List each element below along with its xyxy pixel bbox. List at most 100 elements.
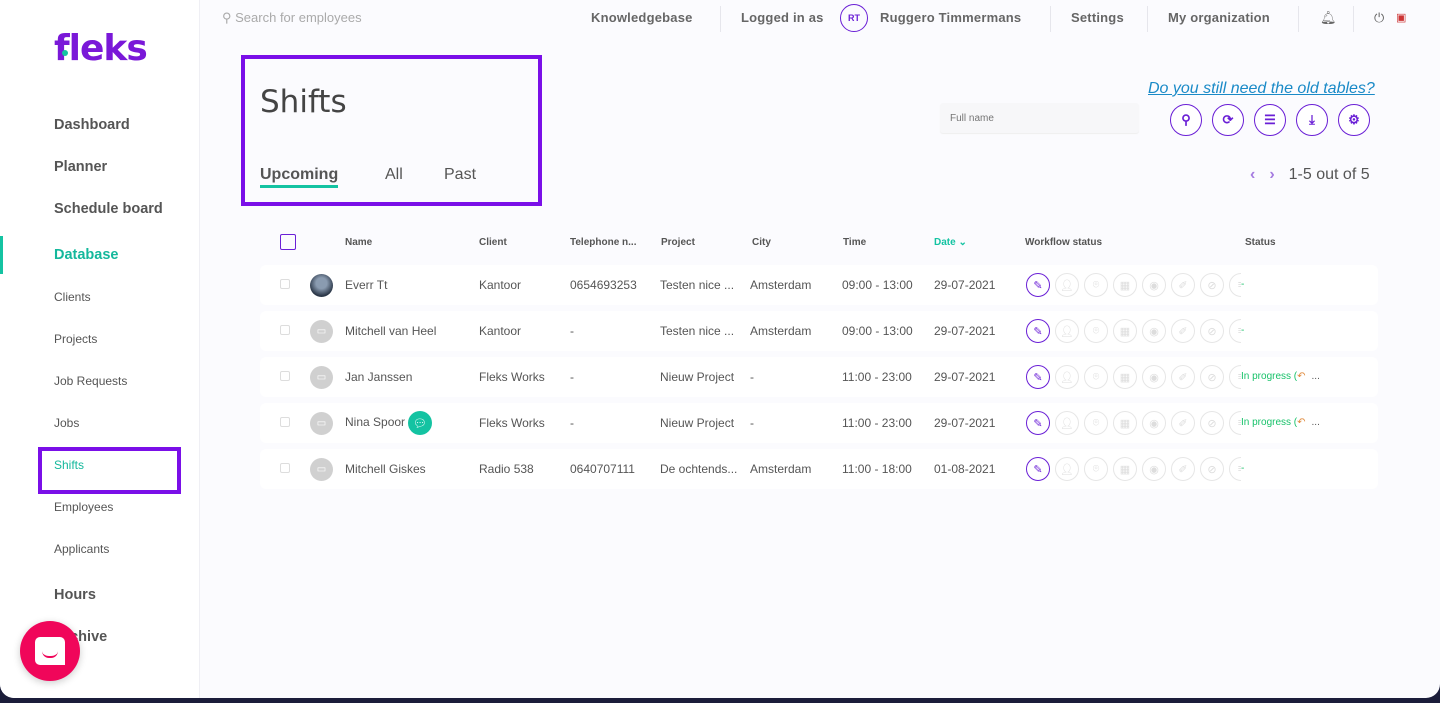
location-icon[interactable]: ⌾ bbox=[1084, 411, 1108, 435]
sidebar-item-job-requests[interactable]: Job Requests bbox=[54, 374, 128, 388]
note-icon[interactable]: ✐ bbox=[1171, 273, 1195, 297]
tab-past[interactable]: Past bbox=[444, 166, 477, 183]
column-header[interactable]: Name bbox=[345, 237, 373, 248]
row-checkbox[interactable] bbox=[280, 463, 290, 473]
sidebar-item-applicants[interactable]: Applicants bbox=[54, 542, 110, 556]
camera-icon[interactable]: ◉ bbox=[1142, 273, 1166, 297]
camera-icon[interactable]: ◉ bbox=[1142, 319, 1166, 343]
employee-search[interactable]: ⚲ Search for employees bbox=[222, 10, 362, 25]
user-clock-icon[interactable]: 👤︎ bbox=[1055, 365, 1079, 389]
row-checkbox[interactable] bbox=[280, 279, 290, 289]
qr-icon[interactable]: ▦ bbox=[1113, 457, 1137, 481]
note-icon[interactable]: ✐ bbox=[1171, 411, 1195, 435]
user-clock-icon[interactable]: 👤︎ bbox=[1055, 273, 1079, 297]
list-icon[interactable]: ≡ bbox=[1229, 411, 1241, 435]
bell-icon[interactable]: 🔔︎ bbox=[1320, 10, 1337, 25]
table-row[interactable]: ▭ Mitchell van Heel Kantoor - Testen nic… bbox=[260, 311, 1378, 351]
list-icon[interactable]: ≡ bbox=[1229, 273, 1241, 297]
user-clock-icon[interactable]: 👤︎ bbox=[1055, 457, 1079, 481]
name-cell[interactable]: Mitchell Giskes bbox=[345, 462, 426, 476]
location-icon[interactable]: ⌾ bbox=[1084, 457, 1108, 481]
user-slash-icon[interactable]: ⊘ bbox=[1200, 411, 1224, 435]
name-cell[interactable]: Jan Janssen bbox=[345, 370, 412, 384]
column-header[interactable]: Time bbox=[843, 237, 867, 248]
status-more[interactable]: ... bbox=[1311, 417, 1320, 428]
qr-icon[interactable]: ▦ bbox=[1113, 273, 1137, 297]
edit-icon[interactable]: ✎ bbox=[1026, 319, 1050, 343]
name-cell[interactable]: Everr Tt bbox=[345, 278, 387, 292]
column-header[interactable]: Client bbox=[479, 237, 507, 248]
qr-icon[interactable]: ▦ bbox=[1113, 319, 1137, 343]
user-clock-icon[interactable]: 👤︎ bbox=[1055, 319, 1079, 343]
camera-icon[interactable]: ◉ bbox=[1142, 457, 1166, 481]
sidebar-item-shifts[interactable]: Shifts bbox=[54, 458, 85, 472]
refresh-icon[interactable]: ⟳ bbox=[1212, 104, 1244, 136]
user-name[interactable]: Ruggero Timmermans bbox=[880, 10, 1022, 25]
list-icon[interactable]: ≡ bbox=[1229, 457, 1241, 481]
sidebar-item-planner[interactable]: Planner bbox=[54, 159, 108, 175]
name-cell[interactable]: Nina Spoor 💬︎ bbox=[345, 411, 433, 435]
name-cell[interactable]: Mitchell van Heel bbox=[345, 324, 436, 338]
column-header[interactable]: Workflow status bbox=[1025, 237, 1103, 248]
avatar[interactable]: RT bbox=[840, 4, 868, 32]
column-header[interactable]: City bbox=[752, 237, 771, 248]
edit-icon[interactable]: ✎ bbox=[1026, 273, 1050, 297]
table-row[interactable]: Everr Tt Kantoor 0654693253 Testen nice … bbox=[260, 265, 1378, 305]
user-slash-icon[interactable]: ⊘ bbox=[1200, 457, 1224, 481]
sidebar-item-jobs[interactable]: Jobs bbox=[54, 416, 80, 430]
sidebar-item-employees[interactable]: Employees bbox=[54, 500, 114, 514]
chat-widget-button[interactable] bbox=[20, 621, 80, 681]
search-icon[interactable]: ⚲ bbox=[1170, 104, 1202, 136]
note-icon[interactable]: ✐ bbox=[1171, 319, 1195, 343]
user-clock-icon[interactable]: 👤︎ bbox=[1055, 411, 1079, 435]
fleks-logo[interactable]: fleks bbox=[54, 28, 148, 69]
sidebar-item-hours[interactable]: Hours bbox=[54, 587, 96, 603]
knowledgebase-link[interactable]: Knowledgebase bbox=[591, 10, 693, 25]
sidebar-item-schedule-board[interactable]: Schedule board bbox=[54, 201, 163, 217]
tab-upcoming[interactable]: Upcoming bbox=[260, 166, 339, 188]
table-row[interactable]: ▭ Nina Spoor 💬︎ Fleks Works - Nieuw Proje… bbox=[260, 403, 1378, 443]
status-more[interactable]: ... bbox=[1311, 371, 1320, 382]
chevron-left-icon[interactable]: ‹ bbox=[1250, 166, 1256, 183]
sidebar-item-projects[interactable]: Projects bbox=[54, 332, 98, 346]
sidebar-item-dashboard[interactable]: Dashboard bbox=[54, 117, 130, 133]
old-tables-link[interactable]: Do you still need the old tables? bbox=[1148, 80, 1375, 97]
user-slash-icon[interactable]: ⊘ bbox=[1200, 273, 1224, 297]
full-name-input[interactable] bbox=[940, 103, 1139, 133]
select-all-checkbox[interactable] bbox=[280, 234, 296, 250]
qr-icon[interactable]: ▦ bbox=[1113, 365, 1137, 389]
column-header[interactable]: Telephone n... bbox=[570, 237, 637, 248]
download-icon[interactable]: ⤓ bbox=[1296, 104, 1328, 136]
row-checkbox[interactable] bbox=[280, 371, 290, 381]
edit-icon[interactable]: ✎ bbox=[1026, 457, 1050, 481]
tab-all[interactable]: All bbox=[385, 166, 403, 183]
camera-icon[interactable]: ◉ bbox=[1142, 365, 1166, 389]
user-slash-icon[interactable]: ⊘ bbox=[1200, 319, 1224, 343]
row-checkbox[interactable] bbox=[280, 325, 290, 335]
qr-icon[interactable]: ▦ bbox=[1113, 411, 1137, 435]
note-icon[interactable]: ✐ bbox=[1171, 457, 1195, 481]
location-icon[interactable]: ⌾ bbox=[1084, 273, 1108, 297]
filter-icon[interactable]: ☰ bbox=[1254, 104, 1286, 136]
location-icon[interactable]: ⌾ bbox=[1084, 365, 1108, 389]
settings-link[interactable]: Settings bbox=[1071, 10, 1124, 25]
row-checkbox[interactable] bbox=[280, 417, 290, 427]
list-icon[interactable]: ≡ bbox=[1229, 365, 1241, 389]
chevron-right-icon[interactable]: › bbox=[1269, 166, 1275, 183]
edit-icon[interactable]: ✎ bbox=[1026, 365, 1050, 389]
user-slash-icon[interactable]: ⊘ bbox=[1200, 365, 1224, 389]
sidebar-item-database[interactable]: Database bbox=[54, 247, 119, 263]
camera-icon[interactable]: ◉ bbox=[1142, 411, 1166, 435]
uk-flag-icon[interactable]: ▣ bbox=[1396, 12, 1407, 24]
table-row[interactable]: ▭ Mitchell Giskes Radio 538 0640707111 D… bbox=[260, 449, 1378, 489]
list-icon[interactable]: ≡ bbox=[1229, 319, 1241, 343]
chat-bubble-icon[interactable]: 💬︎ bbox=[408, 411, 433, 435]
column-header[interactable]: Status bbox=[1245, 237, 1276, 248]
column-header[interactable]: Date ⌄ bbox=[934, 237, 967, 248]
sidebar-item-clients[interactable]: Clients bbox=[54, 290, 91, 304]
settings-icon[interactable]: ⚙ bbox=[1338, 104, 1370, 136]
my-organization-link[interactable]: My organization bbox=[1168, 10, 1270, 25]
column-header[interactable]: Project bbox=[661, 237, 695, 248]
location-icon[interactable]: ⌾ bbox=[1084, 319, 1108, 343]
edit-icon[interactable]: ✎ bbox=[1026, 411, 1050, 435]
